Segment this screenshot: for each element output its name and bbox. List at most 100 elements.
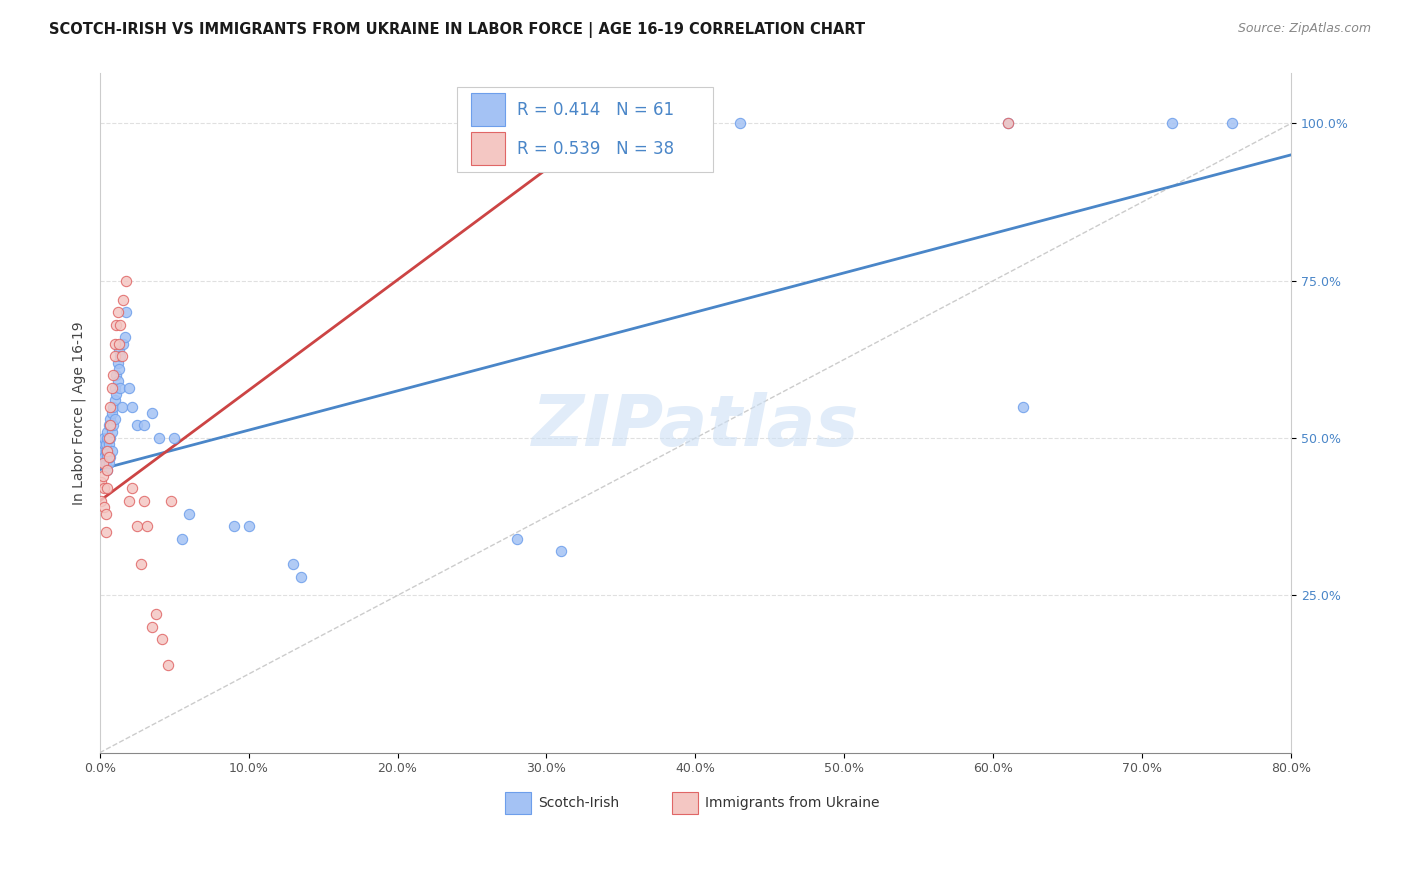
Point <box>118 494 141 508</box>
Point <box>91 468 114 483</box>
Text: Source: ZipAtlas.com: Source: ZipAtlas.com <box>1237 22 1371 36</box>
Point <box>93 437 115 451</box>
Point <box>685 116 707 130</box>
Point <box>94 437 117 451</box>
Point <box>94 507 117 521</box>
Text: SCOTCH-IRISH VS IMMIGRANTS FROM UKRAINE IN LABOR FORCE | AGE 16-19 CORRELATION C: SCOTCH-IRISH VS IMMIGRANTS FROM UKRAINE … <box>49 22 865 38</box>
Point <box>90 475 112 489</box>
Point <box>93 431 115 445</box>
Text: R = 0.414   N = 61: R = 0.414 N = 61 <box>516 101 673 119</box>
Point <box>115 274 138 288</box>
Point <box>100 425 122 439</box>
Point <box>96 462 118 476</box>
Point <box>134 418 156 433</box>
Point <box>90 456 112 470</box>
Point <box>91 450 114 464</box>
Point <box>222 519 245 533</box>
Point <box>97 450 120 464</box>
Point <box>90 494 112 508</box>
Point <box>98 400 121 414</box>
Point <box>110 349 132 363</box>
FancyBboxPatch shape <box>505 792 531 814</box>
Point <box>97 437 120 451</box>
Point <box>121 482 143 496</box>
Point <box>108 336 131 351</box>
Text: ZIPatlas: ZIPatlas <box>531 392 859 461</box>
Point <box>100 443 122 458</box>
Point <box>97 431 120 445</box>
Point <box>98 450 121 464</box>
Point <box>1161 116 1184 130</box>
Point <box>98 431 121 445</box>
Point <box>103 393 125 408</box>
Point <box>93 500 115 515</box>
Point <box>283 557 305 571</box>
Point <box>94 525 117 540</box>
Point <box>177 507 200 521</box>
Text: Immigrants from Ukraine: Immigrants from Ukraine <box>704 796 880 810</box>
Point <box>160 494 183 508</box>
Point <box>107 305 129 319</box>
Point <box>100 381 122 395</box>
Point <box>157 657 180 672</box>
Point <box>100 406 122 420</box>
Point <box>103 381 125 395</box>
Y-axis label: In Labor Force | Age 16-19: In Labor Force | Age 16-19 <box>72 321 86 505</box>
Point <box>101 400 124 414</box>
Point <box>115 305 138 319</box>
Point <box>107 355 129 369</box>
Point <box>1220 116 1243 130</box>
Point <box>96 425 118 439</box>
Point <box>97 418 120 433</box>
Point <box>111 400 134 414</box>
Point <box>997 116 1019 130</box>
Point <box>148 431 170 445</box>
Point <box>108 343 131 357</box>
Point <box>505 532 527 546</box>
FancyBboxPatch shape <box>471 93 505 126</box>
Point <box>170 532 193 546</box>
Point <box>997 116 1019 130</box>
Point <box>96 431 118 445</box>
Text: R = 0.539   N = 38: R = 0.539 N = 38 <box>516 140 673 158</box>
FancyBboxPatch shape <box>457 87 713 171</box>
Point <box>141 406 163 420</box>
Point <box>105 387 128 401</box>
Point <box>131 557 153 571</box>
Point <box>136 519 159 533</box>
Point <box>105 318 128 332</box>
FancyBboxPatch shape <box>672 792 697 814</box>
Point <box>108 361 131 376</box>
Point <box>112 293 135 307</box>
Point <box>98 418 121 433</box>
Point <box>94 443 117 458</box>
Point <box>96 450 118 464</box>
Point <box>101 418 124 433</box>
Point <box>121 400 143 414</box>
Point <box>103 336 125 351</box>
Point <box>114 330 136 344</box>
Point <box>290 569 312 583</box>
Point <box>97 456 120 470</box>
Point <box>103 349 125 363</box>
Point <box>134 494 156 508</box>
Point <box>93 482 115 496</box>
Point <box>118 381 141 395</box>
Point <box>105 368 128 383</box>
FancyBboxPatch shape <box>471 132 505 165</box>
Point <box>125 519 148 533</box>
Point <box>93 450 115 464</box>
Point <box>550 544 572 558</box>
Point <box>145 607 167 622</box>
Point <box>1012 400 1035 414</box>
Point <box>110 318 132 332</box>
Point <box>101 368 124 383</box>
Point <box>238 519 260 533</box>
Text: Scotch-Irish: Scotch-Irish <box>538 796 619 810</box>
Point <box>98 412 121 426</box>
Point <box>103 412 125 426</box>
Point <box>91 443 114 458</box>
Point <box>111 349 134 363</box>
Point <box>110 381 132 395</box>
Point <box>150 632 173 647</box>
